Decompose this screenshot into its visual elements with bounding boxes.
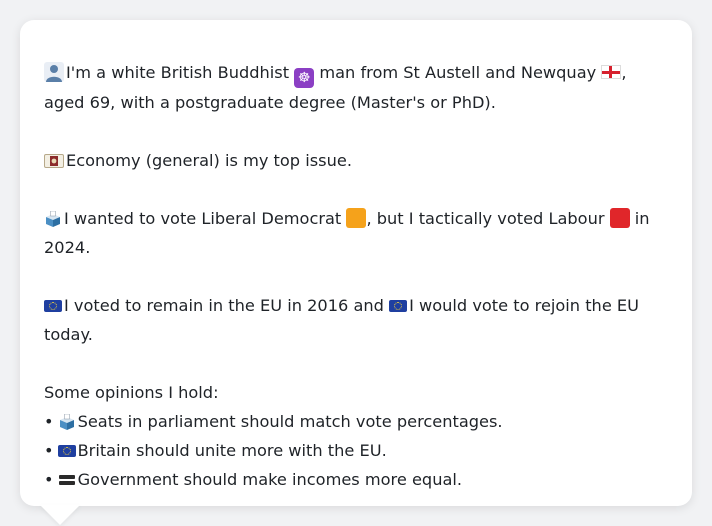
person-icon [44,62,64,82]
identity-text-2: man from St Austell and Newquay [319,63,597,82]
ballot-box-icon [59,414,74,430]
eu-flag-icon [44,300,62,312]
bullet: • [44,470,54,489]
red-square-icon [609,208,630,228]
vote-text-1: I wanted to vote Liberal Democrat [64,209,342,228]
top-issue-text: Economy (general) is my top issue. [66,151,352,170]
eu-text-1: I voted to remain in the EU in 2016 and [64,296,384,315]
money-icon [44,154,64,168]
bullet: • [44,412,54,431]
top-issue-line: Economy (general) is my top issue. [44,146,668,175]
identity-text-3: , [621,63,627,82]
opinion-item: • Britain should unite more with the EU. [44,436,668,465]
eu-line: I voted to remain in the EU in 2016 and … [44,291,668,349]
identity-text-4: aged 69, with a postgraduate degree (Mas… [44,93,496,112]
eu-text-2: I would vote to rejoin the EU [409,296,639,315]
bullet: • [44,441,54,460]
england-flag-icon [601,65,622,79]
vote-text-3: in [634,209,650,228]
opinion-text: Seats in parliament should match vote pe… [77,412,503,431]
equals-icon [58,473,76,487]
identity-line: I'm a white British Buddhist ☸ man from … [44,58,668,117]
eu-flag-icon [389,300,408,312]
opinion-item: • Seats in parliament should match vote … [44,407,668,436]
opinion-item: • Government should make incomes more equ… [44,465,668,494]
opinion-text: Britain should unite more with the EU. [77,441,387,460]
dharma-wheel-icon: ☸ [294,68,315,88]
eu-text-3: today. [44,325,93,344]
identity-text-1: I'm a white British Buddhist [66,63,290,82]
ballot-box-icon [46,211,60,227]
orange-square-icon [346,208,367,228]
eu-flag-icon [57,445,76,457]
vote-text-2: , but I tactically voted Labour [366,209,605,228]
speech-bubble-tail [40,505,80,525]
opinion-text: Government should make incomes more equa… [77,470,463,489]
vote-text-4: 2024. [44,238,91,257]
profile-card: I'm a white British Buddhist ☸ man from … [20,20,692,506]
vote-line: I wanted to vote Liberal Democrat , but … [44,204,668,262]
opinions-heading: Some opinions I hold: [44,383,219,402]
